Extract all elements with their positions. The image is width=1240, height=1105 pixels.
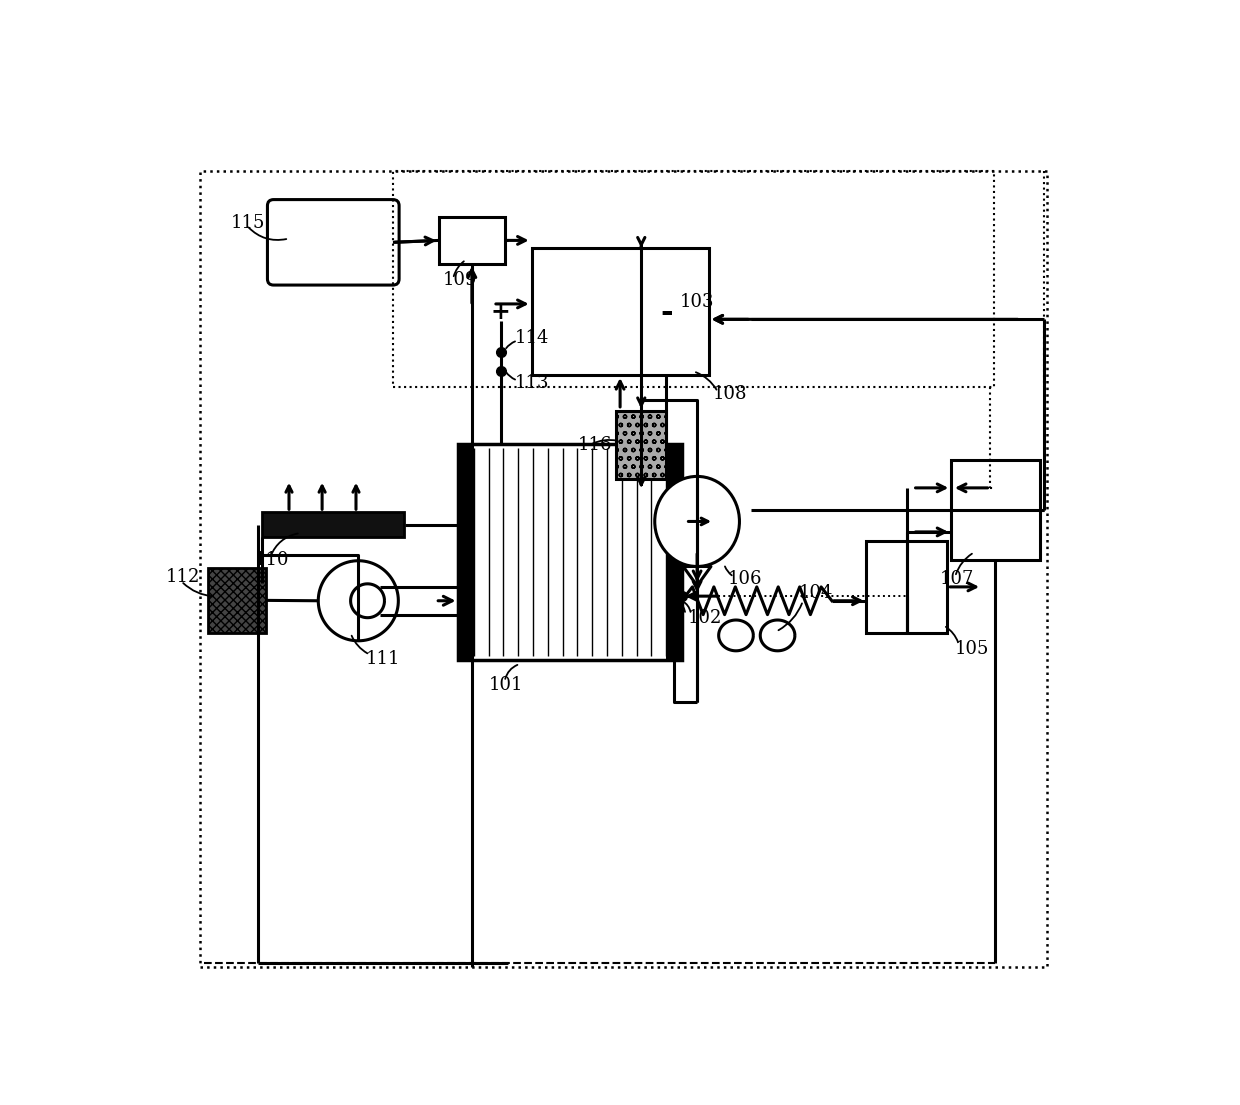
Text: +: +	[491, 301, 511, 324]
Text: 107: 107	[940, 570, 975, 588]
Ellipse shape	[655, 476, 739, 567]
Text: 113: 113	[515, 373, 549, 392]
Text: -: -	[660, 296, 672, 327]
Bar	[867, 540, 947, 633]
Text: 112: 112	[166, 568, 200, 587]
Bar	[459, 444, 682, 660]
Text: 103: 103	[681, 293, 714, 311]
Text: 116: 116	[578, 436, 613, 454]
Text: 115: 115	[231, 214, 265, 232]
Text: 114: 114	[515, 329, 549, 347]
Bar	[208, 568, 265, 633]
Bar	[951, 460, 1040, 560]
Bar	[666, 444, 682, 660]
Bar	[459, 444, 474, 660]
Text: 102: 102	[688, 609, 722, 627]
Text: 108: 108	[713, 386, 746, 403]
Text: 104: 104	[799, 585, 833, 602]
Text: 110: 110	[254, 551, 289, 569]
FancyBboxPatch shape	[268, 200, 399, 285]
Text: 101: 101	[490, 675, 523, 694]
Text: 111: 111	[366, 650, 401, 667]
Text: 105: 105	[955, 640, 990, 657]
Text: 106: 106	[728, 570, 763, 588]
Bar	[393, 171, 993, 387]
Bar	[201, 171, 1048, 967]
Bar	[532, 249, 708, 376]
Bar	[262, 513, 404, 537]
Bar	[439, 218, 505, 263]
Text: 109: 109	[443, 272, 477, 290]
Bar	[616, 411, 666, 480]
